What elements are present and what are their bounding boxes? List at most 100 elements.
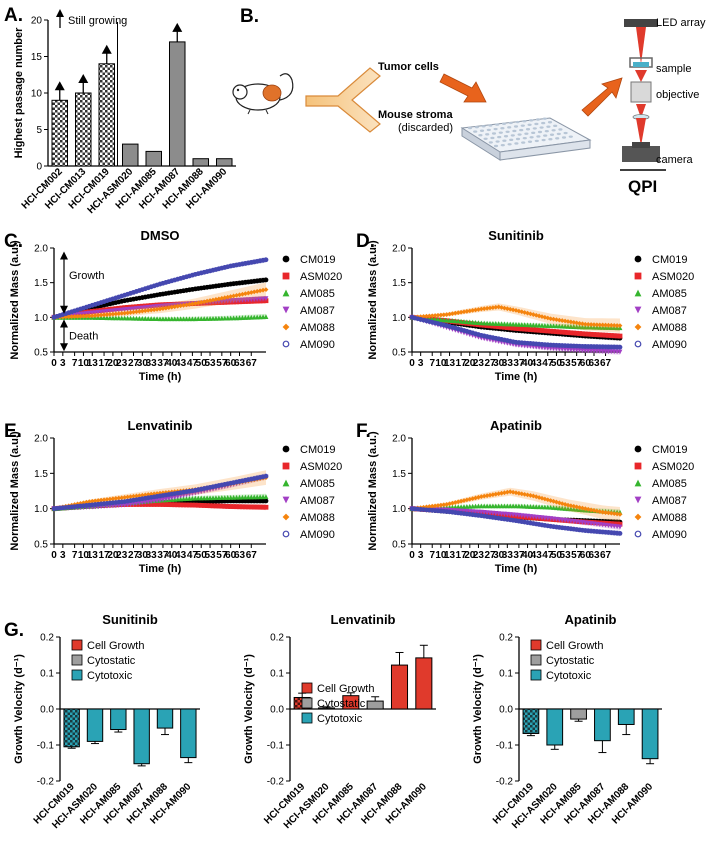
- data-point: [131, 309, 136, 315]
- data-point: [139, 500, 145, 506]
- legend-label: Cytostatic: [546, 655, 595, 667]
- data-point: [603, 332, 608, 338]
- plate-well: [568, 135, 573, 138]
- bar: [110, 708, 127, 731]
- data-point: [530, 312, 536, 317]
- data-point: [95, 498, 101, 503]
- chart-title: Sunitinib: [102, 612, 158, 627]
- data-point: [435, 317, 441, 322]
- data-point: [116, 503, 122, 508]
- data-point: [69, 314, 75, 320]
- x-tick-label: 30: [493, 358, 505, 369]
- data-point: [216, 503, 222, 509]
- data-point: [169, 495, 175, 501]
- data-point: [184, 502, 189, 508]
- data-point: [154, 502, 160, 507]
- x-tick-label: 63: [234, 358, 246, 369]
- qpi-label: QPI: [628, 177, 657, 196]
- data-point: [151, 307, 157, 313]
- data-point: [116, 311, 122, 317]
- y-tick-label: 0.5: [34, 540, 48, 551]
- series-am090: [409, 506, 623, 536]
- legend-marker: [282, 289, 290, 297]
- data-point: [556, 317, 562, 323]
- data-point: [107, 311, 113, 317]
- y-tick-label: 1.5: [34, 469, 48, 480]
- data-point: [222, 503, 228, 509]
- legend-label: ASM020: [652, 271, 694, 283]
- data-point: [131, 306, 136, 312]
- data-point: [154, 306, 160, 312]
- bar: [522, 708, 540, 734]
- data-point: [577, 505, 582, 510]
- plate-well: [485, 133, 490, 136]
- data-point: [260, 296, 266, 302]
- data-point: [580, 331, 585, 337]
- data-point: [125, 310, 131, 316]
- data-point: [248, 290, 254, 295]
- data-point: [617, 323, 623, 329]
- legend-label: Cytotoxic: [546, 670, 592, 682]
- data-point: [438, 317, 444, 323]
- x-tick-label: 10: [435, 358, 447, 369]
- data-point: [263, 473, 269, 479]
- y-tick-label: -0.1: [267, 741, 285, 752]
- chart-title: Apatinib: [565, 612, 617, 627]
- plate-well: [549, 133, 555, 136]
- plate-well: [537, 130, 543, 134]
- x-tick-label: 57: [571, 550, 583, 561]
- legend-label: CM019: [300, 254, 335, 266]
- plate-well: [474, 125, 479, 129]
- data-point: [600, 322, 606, 328]
- x-axis-label: Time (h): [495, 563, 538, 575]
- data-point: [113, 311, 119, 317]
- plate-well: [500, 127, 505, 130]
- arrow-up-icon: [60, 251, 68, 260]
- legend-label: AM090: [652, 529, 687, 541]
- legend-label: Cytotoxic: [317, 713, 363, 725]
- legend-marker: [634, 289, 642, 297]
- data-point: [571, 506, 577, 512]
- data-point: [574, 330, 580, 336]
- data-point: [565, 506, 571, 512]
- data-point: [507, 489, 513, 495]
- data-point: [148, 304, 154, 310]
- data-point: [201, 299, 207, 305]
- data-point: [435, 312, 441, 318]
- data-point: [89, 313, 95, 319]
- x-tick-label: 10: [78, 550, 90, 561]
- data-point: [222, 298, 228, 304]
- data-point: [554, 505, 559, 511]
- x-tick-label: 50: [551, 550, 563, 561]
- data-point: [160, 502, 166, 507]
- plate-well: [501, 122, 507, 125]
- plate-well: [478, 134, 483, 137]
- data-point: [559, 505, 565, 511]
- plate-well: [507, 143, 512, 146]
- y-tick-label: 0.2: [270, 633, 284, 644]
- legend-label: AM087: [652, 305, 687, 317]
- panel-g3-chart: Apatinib -0.2 -0.1 0.0 0.1 0.2 Growth Velocity…: [472, 612, 662, 831]
- arrow-down-icon: [60, 343, 68, 352]
- data-point: [461, 319, 467, 324]
- data-point: [145, 499, 151, 505]
- y-tick-label: 0.0: [40, 705, 54, 716]
- data-point: [450, 311, 455, 317]
- data-point: [426, 313, 432, 319]
- data-point: [172, 304, 178, 310]
- x-tick-label: 23: [116, 358, 128, 369]
- x-tick-label: 43: [531, 550, 543, 561]
- data-point: [148, 502, 154, 507]
- plate-well: [548, 138, 553, 141]
- data-point: [184, 302, 189, 308]
- data-point: [154, 491, 160, 496]
- x-tick-label: 37: [513, 358, 525, 369]
- y-tick-label: 0.2: [40, 633, 54, 644]
- x-tick-label: 40: [522, 358, 534, 369]
- data-point: [504, 325, 510, 330]
- x-tick-label: 67: [600, 550, 612, 561]
- data-point: [169, 304, 175, 310]
- data-point: [107, 308, 113, 314]
- data-point: [496, 324, 502, 330]
